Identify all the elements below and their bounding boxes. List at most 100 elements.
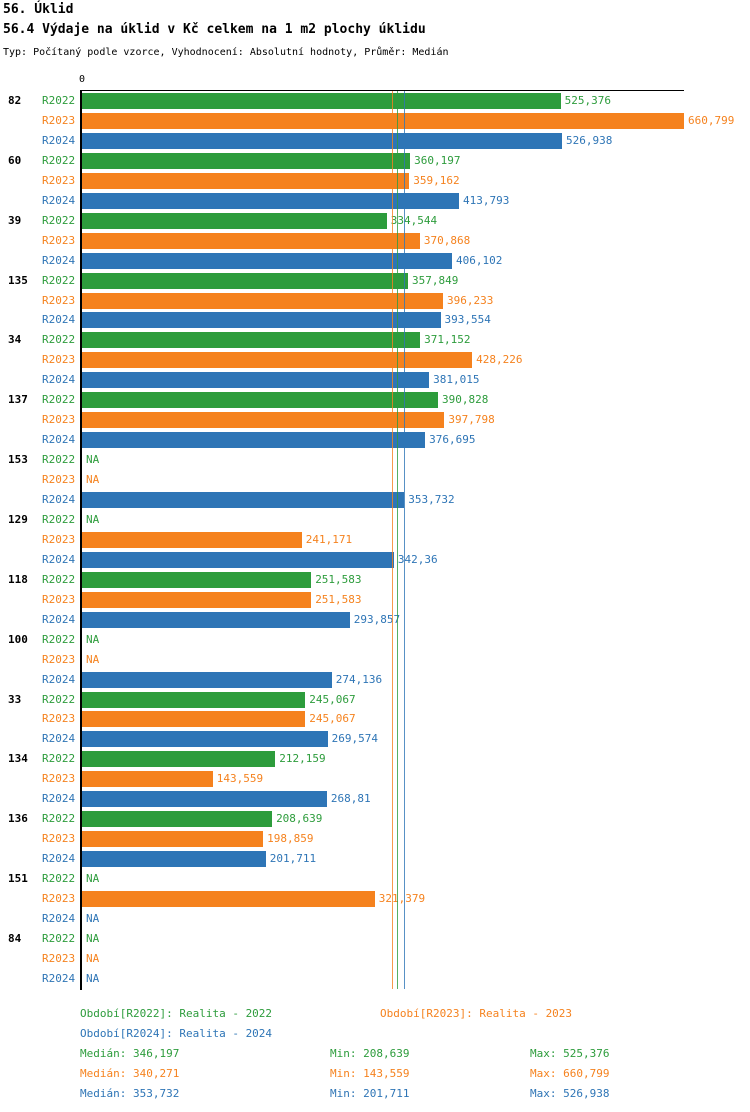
- series-label-118-r2022: R2022: [42, 572, 76, 586]
- value-label-34-r2024: 381,015: [433, 373, 480, 387]
- series-label-33-r2022: R2022: [42, 692, 76, 706]
- series-label-153-r2023: R2023: [42, 473, 76, 487]
- series-label-84-r2022: R2022: [42, 931, 76, 945]
- bar-82-r2023: [82, 112, 684, 129]
- na-label-84-r2024: NA: [86, 971, 100, 985]
- bar-chart-plot-area: 82 R2022 525,376 R2023 660,799 R2024 526,938 60…: [8, 91, 734, 989]
- value-label-135-r2024: 393,554: [444, 313, 491, 327]
- series-label-153-r2022: R2022: [42, 453, 76, 467]
- value-label-137-r2022: 390,828: [442, 393, 489, 407]
- bar-39-r2022: [82, 212, 387, 229]
- series-label-39-r2022: R2022: [42, 213, 76, 227]
- na-label-151-r2022: NA: [86, 872, 100, 886]
- chart-title: 56.4 Výdaje na úklid v Kč celkem na 1 m2…: [3, 22, 426, 37]
- na-label-129-r2022: NA: [86, 512, 100, 526]
- series-label-82-r2022: R2022: [42, 94, 76, 107]
- value-label-135-r2023: 396,233: [446, 293, 494, 307]
- bar-134-r2024: [82, 791, 327, 808]
- group-label-153: 153: [8, 453, 28, 467]
- value-label-60-r2023: 359,162: [413, 173, 460, 187]
- group-label-134: 134: [8, 752, 28, 766]
- series-label-134-r2022: R2022: [42, 752, 76, 766]
- stat-max-r2022: Max: 525,376: [530, 1047, 610, 1060]
- na-label-84-r2022: NA: [86, 931, 100, 945]
- bar-60-r2022: [82, 152, 411, 169]
- value-label-134-r2022: 212,159: [279, 752, 326, 766]
- value-label-39-r2024: 406,102: [455, 253, 503, 267]
- page-title: 56. Úklid: [3, 2, 74, 17]
- series-label-137-r2023: R2023: [42, 413, 76, 427]
- bar-39-r2024: [82, 252, 452, 269]
- stat-min-r2024: Min: 201,711: [330, 1087, 410, 1100]
- series-label-136-r2023: R2023: [42, 832, 76, 846]
- bar-136-r2023: [82, 831, 264, 848]
- value-label-33-r2022: 245,067: [309, 692, 356, 706]
- series-label-136-r2022: R2022: [42, 812, 76, 826]
- series-label-33-r2024: R2024: [42, 732, 76, 746]
- bar-129-r2024: [82, 551, 394, 568]
- bar-136-r2022: [82, 811, 273, 828]
- series-label-33-r2023: R2023: [42, 712, 76, 726]
- bar-137-r2022: [82, 392, 439, 409]
- bar-60-r2023: [82, 172, 410, 189]
- na-label-100-r2023: NA: [86, 652, 100, 666]
- na-label-153-r2022: NA: [86, 453, 100, 467]
- series-label-100-r2022: R2022: [42, 632, 76, 646]
- na-label-100-r2022: NA: [86, 632, 100, 646]
- series-label-39-r2024: R2024: [42, 253, 76, 267]
- na-label-153-r2023: NA: [86, 473, 100, 487]
- bar-100-r2024: [82, 671, 332, 688]
- bar-118-r2022: [82, 571, 312, 588]
- median-line-r2024: [404, 91, 406, 989]
- series-label-84-r2023: R2023: [42, 951, 76, 965]
- series-label-82-r2023: R2023: [42, 113, 76, 127]
- group-label-60: 60: [8, 153, 22, 167]
- series-label-39-r2023: R2023: [42, 233, 76, 247]
- value-label-60-r2024: 413,793: [462, 193, 510, 207]
- stat-min-r2023: Min: 143,559: [330, 1067, 410, 1080]
- bar-34-r2023: [82, 352, 473, 369]
- value-label-100-r2024: 274,136: [335, 672, 383, 686]
- series-label-151-r2023: R2023: [42, 892, 76, 905]
- legend-r2024: Období[R2024]: Realita - 2024: [80, 1027, 273, 1040]
- series-label-135-r2022: R2022: [42, 273, 76, 287]
- value-label-118-r2023: 251,583: [315, 592, 362, 606]
- series-label-60-r2022: R2022: [42, 153, 76, 167]
- bar-118-r2024: [82, 611, 350, 628]
- na-label-151-r2024: NA: [86, 911, 100, 925]
- series-label-135-r2023: R2023: [42, 293, 76, 307]
- bar-33-r2024: [82, 731, 328, 748]
- group-label-82: 82: [8, 94, 22, 107]
- chart-meta: Typ: Počítaný podle vzorce, Vyhodnocení:…: [3, 47, 449, 58]
- stat-median-r2024: Medián: 353,732: [80, 1087, 180, 1100]
- value-label-136-r2023: 198,859: [267, 832, 314, 846]
- series-label-84-r2024: R2024: [42, 971, 76, 985]
- group-label-33: 33: [8, 692, 22, 706]
- series-label-134-r2024: R2024: [42, 792, 76, 806]
- value-label-153-r2024: 353,732: [408, 493, 455, 506]
- value-label-137-r2024: 376,695: [429, 433, 476, 447]
- value-label-118-r2022: 251,583: [315, 572, 362, 586]
- bar-60-r2024: [82, 192, 459, 209]
- bar-39-r2023: [82, 232, 420, 249]
- series-label-129-r2024: R2024: [42, 552, 76, 566]
- bar-136-r2024: [82, 851, 266, 868]
- bar-33-r2023: [82, 711, 306, 728]
- series-label-118-r2023: R2023: [42, 592, 76, 606]
- stat-min-r2022: Min: 208,639: [330, 1047, 410, 1060]
- series-label-134-r2023: R2023: [42, 772, 76, 786]
- bar-34-r2022: [82, 332, 421, 349]
- series-label-153-r2024: R2024: [42, 493, 76, 506]
- bar-34-r2024: [82, 372, 430, 389]
- group-label-129: 129: [8, 512, 28, 526]
- value-label-39-r2023: 370,868: [423, 233, 471, 247]
- value-label-39-r2022: 334,544: [390, 213, 438, 227]
- series-label-100-r2024: R2024: [42, 672, 76, 686]
- bar-151-r2023: [82, 891, 375, 907]
- bar-129-r2023: [82, 531, 302, 548]
- group-label-151: 151: [8, 872, 28, 886]
- value-label-118-r2024: 293,857: [353, 612, 401, 626]
- series-label-137-r2022: R2022: [42, 393, 76, 407]
- bar-33-r2022: [82, 691, 306, 708]
- value-label-137-r2023: 397,798: [448, 413, 495, 427]
